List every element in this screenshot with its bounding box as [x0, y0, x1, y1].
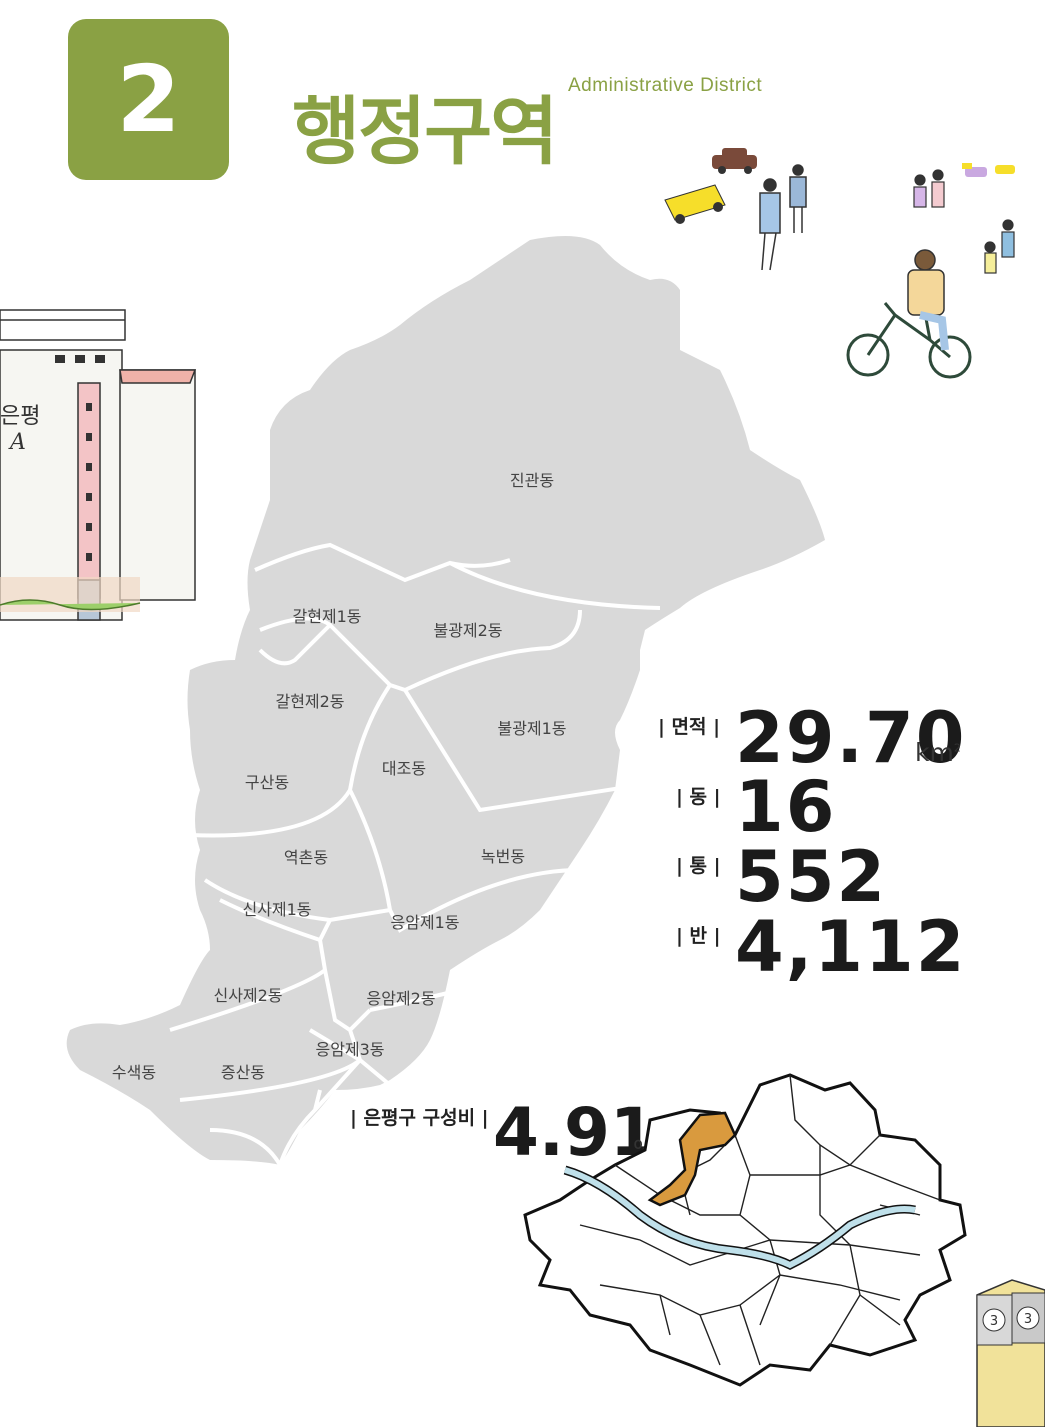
tong-label: | 통 | — [676, 855, 721, 877]
tong-value: 552 — [735, 836, 888, 918]
district-label-daejo: 대조동 — [381, 759, 427, 778]
district-label-susaek: 수색동 — [111, 1063, 157, 1082]
ratio-value: 4.91 — [493, 1094, 656, 1171]
pillar-sign-number-1: 3 — [990, 1314, 998, 1329]
apartment-building-illustration — [0, 309, 197, 621]
district-label-nokbeon: 녹번동 — [480, 847, 526, 866]
ban-label: | 반 | — [676, 925, 721, 947]
district-label-jingwan: 진관동 — [509, 471, 555, 490]
taxi-icon — [664, 184, 726, 224]
dong-value: 16 — [735, 766, 837, 848]
ratio-label: | 은평구 구성비 | — [350, 1107, 489, 1129]
chapter-number-badge: 2 — [68, 19, 229, 180]
dong-label: | 동 | — [676, 786, 721, 808]
eunpyeong-outline — [66, 236, 825, 1165]
district-sign-pillar-illustration: 3 3 — [976, 1279, 1045, 1427]
eunpyeong-district-map — [66, 236, 825, 1167]
district-label-galhyeon2: 갈현제2동 — [275, 692, 345, 711]
ban-value: 4,112 — [735, 906, 967, 988]
seoul-outline — [523, 1073, 967, 1387]
district-label-bulgwang2: 불광제2동 — [433, 621, 503, 640]
seoul-locator-map — [523, 1073, 967, 1387]
district-label-bulgwang1: 불광제1동 — [497, 719, 567, 738]
district-label-sinsa2: 신사제2동 — [213, 986, 283, 1005]
area-unit: km2 — [915, 738, 961, 767]
area-unit-superscript: 2 — [953, 741, 961, 755]
building-sign-text: 은평 — [0, 404, 41, 429]
district-label-eungam3: 응암제3동 — [315, 1040, 385, 1059]
bicycle-icon — [846, 302, 972, 379]
district-label-sinsa1: 신사제1동 — [242, 900, 312, 919]
area-value: 29.70 — [735, 697, 967, 779]
district-label-eungam2: 응암제2동 — [366, 989, 436, 1008]
eunpyeong-highlight — [647, 1111, 737, 1207]
page-subtitle: Administrative District — [568, 75, 763, 96]
people-cars-illustration — [664, 148, 1015, 379]
district-label-eungam1: 응암제1동 — [390, 913, 460, 932]
pillar-sign-number-2: 3 — [1024, 1312, 1032, 1327]
area-label: | 면적 | — [658, 716, 721, 738]
car-icon — [712, 148, 757, 174]
area-unit-text: km — [915, 738, 954, 767]
district-label-jeungsan: 증산동 — [220, 1063, 266, 1082]
building-sign-letter: A — [10, 430, 26, 455]
district-label-yeokchon: 역촌동 — [283, 848, 329, 867]
chapter-number: 2 — [116, 46, 181, 153]
district-label-galhyeon1: 갈현제1동 — [292, 607, 362, 626]
page-title: 행정구역 — [292, 89, 558, 175]
district-boundaries — [169, 542, 661, 1167]
district-label-gusan: 구산동 — [244, 773, 290, 792]
